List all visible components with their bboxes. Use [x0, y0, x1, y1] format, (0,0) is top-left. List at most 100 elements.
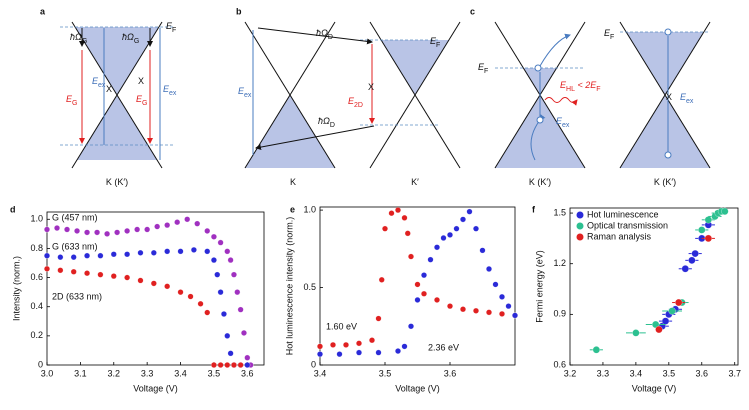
diagram-label: EF	[478, 62, 488, 75]
annotation: 1.60 eV	[326, 321, 357, 331]
data-point	[401, 214, 408, 221]
x-tick-label: 3.4	[174, 368, 187, 378]
x-tick-label: 3.5	[208, 368, 221, 378]
label-part: E	[680, 92, 687, 102]
data-point	[356, 340, 362, 347]
x-tick-label: 3.6	[444, 368, 457, 378]
label-part: K (K′)	[106, 177, 128, 187]
y-tick-label: 0.9	[553, 309, 566, 319]
label-part: G	[72, 100, 77, 107]
data-point	[97, 252, 104, 259]
diagram-label: ħΩG	[122, 32, 139, 45]
data-point	[227, 350, 234, 357]
data-point	[317, 343, 323, 350]
label-part: ħΩ	[122, 32, 134, 42]
legend-label: Hot luminescence	[587, 209, 659, 219]
data-point	[164, 222, 171, 229]
y-axis-label: Hot luminescence intensity (norm.)	[284, 217, 294, 356]
data-point	[44, 252, 50, 259]
diagram-label: X	[138, 76, 144, 86]
data-point	[174, 219, 181, 226]
x-tick-label: 3.3	[141, 368, 154, 378]
data-point	[150, 280, 157, 287]
data-point	[197, 300, 204, 307]
data-point	[70, 268, 77, 275]
data-point	[70, 254, 77, 261]
x-tick-label: 3.3	[597, 368, 610, 378]
data-point	[44, 265, 50, 272]
x-tick-label: 3.2	[108, 368, 121, 378]
y-tick-label: 0.6	[30, 272, 43, 282]
x-axis-label: Voltage (V)	[632, 383, 677, 393]
data-point	[214, 271, 221, 278]
data-point	[57, 267, 64, 274]
data-point	[499, 293, 505, 300]
data-point	[395, 348, 401, 355]
data-point	[688, 256, 696, 264]
label-part: ħΩ	[70, 32, 82, 42]
data-point	[124, 227, 131, 234]
label-part: F	[484, 68, 488, 75]
diagram-label: K (K′)	[654, 177, 676, 187]
data-point	[661, 317, 670, 325]
label-part: F	[172, 27, 176, 34]
data-point	[94, 229, 101, 236]
series-label: G (633 nm)	[52, 241, 98, 251]
label-part: F	[610, 34, 614, 41]
y-tick-label: 0.4	[30, 301, 43, 311]
label-part: E	[166, 21, 173, 31]
data-point	[217, 239, 224, 246]
data-point	[97, 271, 104, 278]
y-tick-label: 1.5	[553, 207, 566, 217]
legend-label: Raman analysis	[587, 231, 652, 241]
diagram-label: K (K′)	[106, 177, 128, 187]
diagram-label: Eex	[92, 76, 106, 89]
data-point	[224, 362, 231, 368]
data-point	[84, 229, 91, 236]
label-part: E	[163, 84, 170, 94]
data-point	[74, 227, 80, 234]
data-point	[704, 216, 713, 224]
y-tick-label: 0	[38, 359, 43, 369]
data-point	[404, 230, 411, 237]
panel-letter: b	[236, 6, 242, 16]
data-point	[241, 329, 247, 336]
label-part: ħΩ	[318, 116, 330, 126]
series-label: G (457 nm)	[52, 212, 98, 222]
data-point	[473, 307, 479, 314]
label-part: 2D	[354, 102, 363, 109]
data-point	[204, 309, 211, 316]
annotation: 2.36 eV	[428, 342, 459, 352]
panel-letter: d	[10, 204, 16, 214]
x-axis-label: Voltage (V)	[395, 383, 440, 393]
data-point	[632, 329, 640, 337]
label-part: E	[604, 28, 611, 38]
panel-letter: e	[290, 204, 295, 214]
legend-marker	[576, 211, 584, 219]
label-part: G	[82, 38, 87, 45]
data-point	[150, 249, 157, 256]
data-point	[177, 289, 184, 296]
data-point	[691, 249, 699, 258]
data-point	[460, 216, 466, 223]
diagram-label: Eex	[680, 92, 694, 105]
diagram-label: Eex	[163, 84, 177, 97]
data-point	[104, 230, 111, 237]
data-point	[408, 323, 414, 330]
data-point	[237, 306, 244, 313]
data-point	[194, 220, 201, 227]
diagram-label: ħΩD	[316, 28, 333, 41]
data-point	[375, 315, 382, 322]
legend-marker	[576, 222, 584, 230]
data-point	[466, 208, 473, 215]
diagram-a	[60, 21, 175, 169]
y-tick-label: 0	[311, 359, 316, 369]
label-part: E	[136, 94, 143, 104]
label-part: E	[430, 36, 437, 46]
data-point	[447, 303, 453, 310]
data-point	[137, 277, 144, 284]
x-tick-label: 3.5	[663, 368, 676, 378]
label-part: ex	[169, 90, 177, 97]
data-point	[369, 337, 375, 344]
data-point	[343, 341, 349, 348]
